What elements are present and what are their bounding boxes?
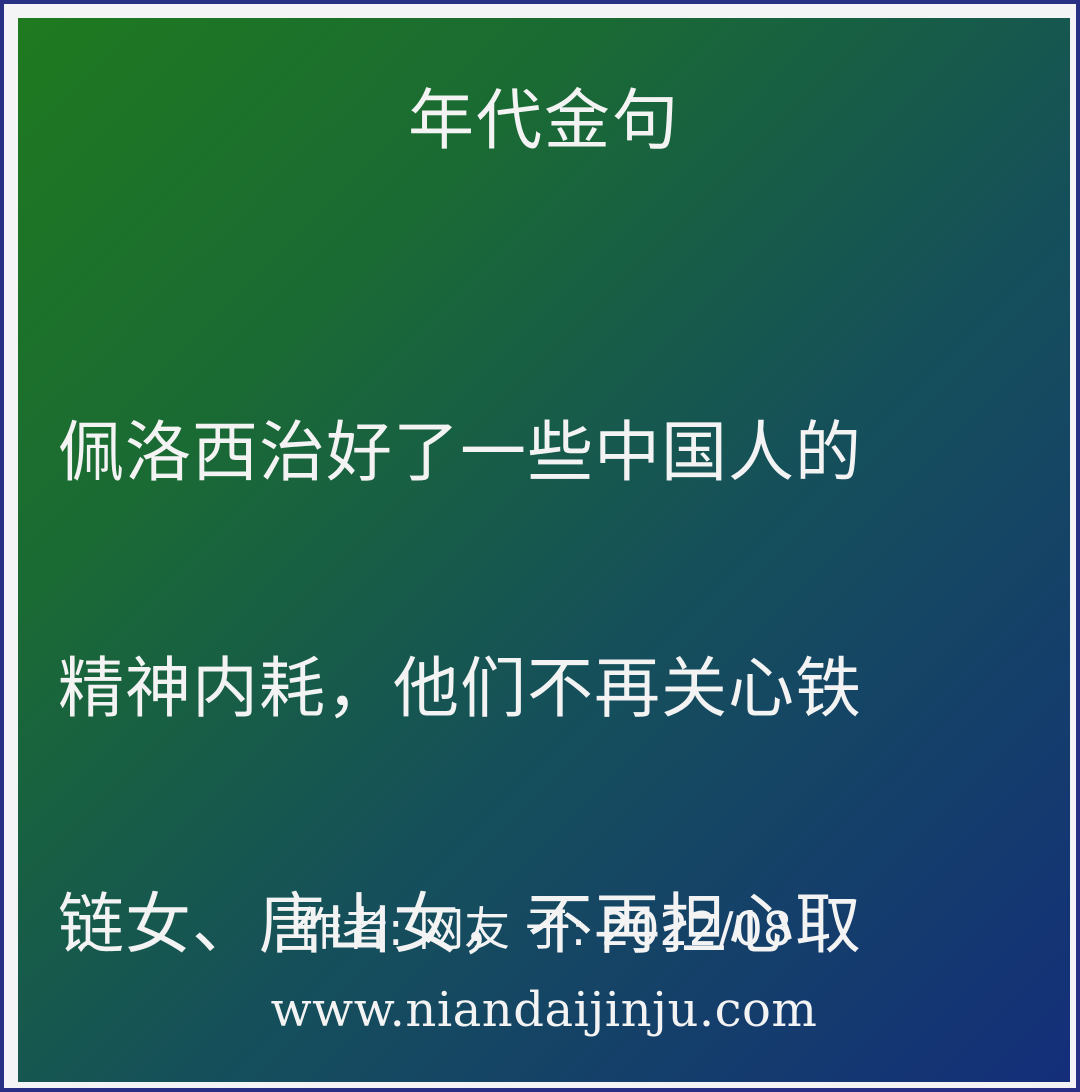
quote-card: 年代金句 佩洛西治好了一些中国人的 精神内耗，他们不再关心铁 链女、唐山女，不再… <box>18 18 1070 1082</box>
website-url: www.niandaijinju.com <box>270 982 818 1038</box>
quote-line: 佩洛西治好了一些中国人的 <box>58 414 862 491</box>
quote-text: 佩洛西治好了一些中国人的 精神内耗，他们不再关心铁 链女、唐山女，不再担心取 不… <box>58 276 1048 1082</box>
card-title: 年代金句 <box>408 82 680 159</box>
quote-line: 精神内耗，他们不再关心铁 <box>58 650 862 727</box>
quote-line: 链女、唐山女，不再担心取 <box>58 886 862 963</box>
author-date-line: 作者: 网友 于: 2022/08 <box>296 902 792 956</box>
